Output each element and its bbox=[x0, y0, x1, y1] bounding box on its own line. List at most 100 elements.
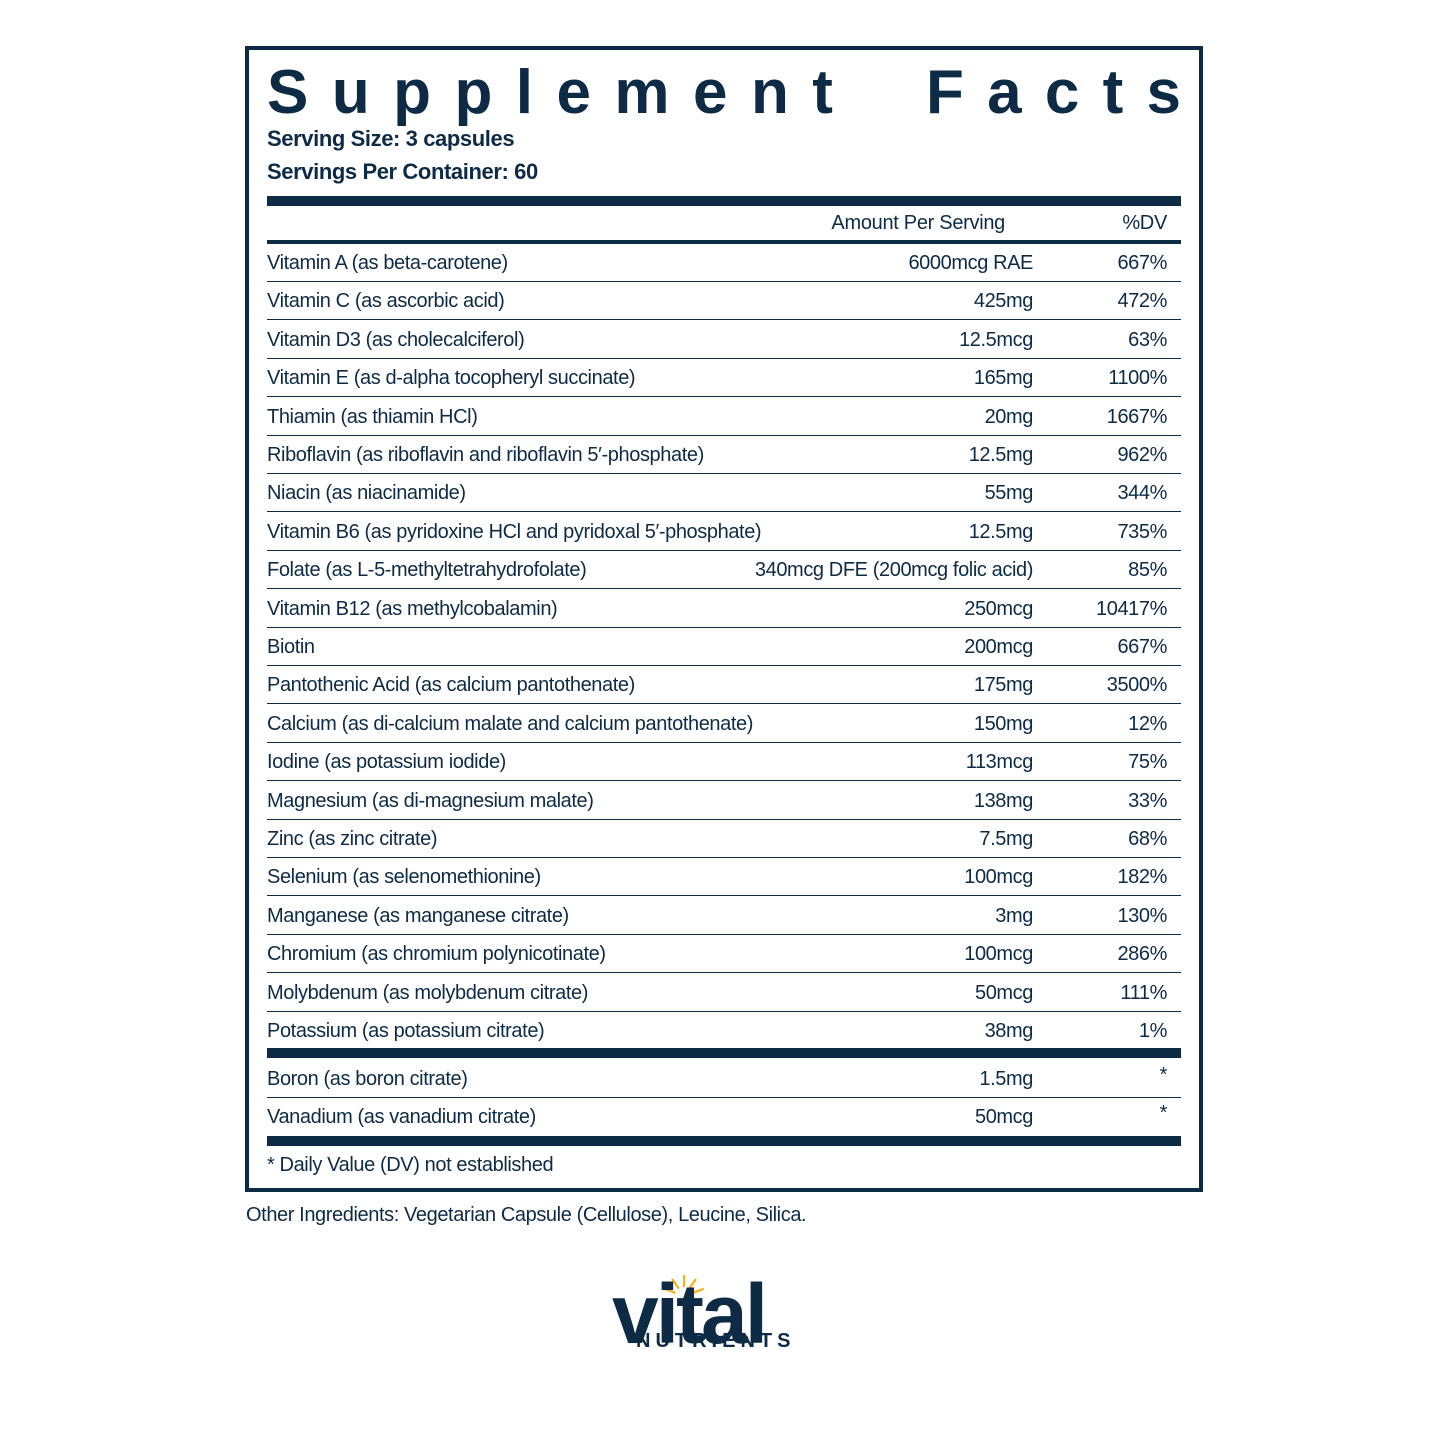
logo-word: vital bbox=[612, 1267, 768, 1361]
sun-ray bbox=[671, 1278, 680, 1289]
nutrient-dv: 12% bbox=[1128, 712, 1167, 735]
nutrient-row: Vitamin A (as beta-carotene) 6000mcg RAE 6… bbox=[267, 244, 1181, 282]
nutrient-dv: 1100% bbox=[1108, 367, 1167, 390]
nutrient-row: Biotin 200mcg 667% bbox=[267, 628, 1181, 666]
nutrient-dv: 472% bbox=[1117, 290, 1167, 313]
nutrient-row: Vanadium (as vanadium citrate) 50mcg * bbox=[267, 1098, 1181, 1136]
nutrient-row: Molybdenum (as molybdenum citrate) 50mcg 1… bbox=[267, 974, 1181, 1012]
nutrient-name: Chromium (as chromium polynicotinate) bbox=[267, 943, 606, 966]
panel-title: SupplementSupplement FactsFacts bbox=[267, 58, 1181, 128]
nutrient-row: Vitamin E (as d-alpha tocopheryl succina… bbox=[267, 359, 1181, 398]
thick-divider-top bbox=[267, 196, 1181, 206]
dv-header: %DV bbox=[1122, 212, 1167, 234]
nutrient-name: Folate (as L-5-methyltetrahydrofolate) bbox=[267, 559, 587, 582]
nutrient-row: Iodine (as potassium iodide) 113mcg 75% bbox=[267, 743, 1181, 782]
nutrient-dv: 667% bbox=[1117, 252, 1167, 274]
nutrient-name: Selenium (as selenomethionine) bbox=[267, 866, 541, 889]
amount-header: Amount Per Serving bbox=[831, 212, 1005, 234]
nutrient-row: Magnesium (as di-magnesium malate) 138mg 3… bbox=[267, 782, 1181, 820]
nutrient-row: Manganese (as manganese citrate) 3mg 130% bbox=[267, 897, 1181, 935]
nutrient-dv: 85% bbox=[1128, 559, 1167, 582]
nutrient-name: Pantothenic Acid (as calcium pantothenat… bbox=[267, 674, 635, 697]
nutrient-row: Pantothenic Acid (as calcium pantothenat… bbox=[267, 666, 1181, 705]
nutrient-amount: 7.5mg bbox=[979, 828, 1033, 850]
nutrient-amount: 250mcg bbox=[964, 597, 1033, 620]
logo-mark: vital bbox=[612, 1272, 832, 1356]
nutrient-amount: 50mcg bbox=[974, 981, 1033, 1004]
other-ingredients: Other Ingredients: Vegetarian Capsule (C… bbox=[246, 1204, 807, 1226]
title-word-facts: FactsFacts bbox=[926, 58, 1181, 127]
nutrient-dv: 1667% bbox=[1106, 405, 1168, 428]
nutrient-amount: 12.5mcg bbox=[959, 328, 1033, 351]
nutrient-name: Boron (as boron citrate) bbox=[267, 1068, 468, 1090]
nutrient-amount: 113mcg bbox=[965, 751, 1034, 774]
nutrient-amount: 165mg bbox=[973, 367, 1034, 390]
nutrient-amount: 50mcg bbox=[974, 1106, 1033, 1129]
nutrient-row: Vitamin C (as ascorbic acid) 425mg 472% bbox=[267, 282, 1181, 321]
nutrient-name: Niacin (as niacinamide) bbox=[267, 482, 466, 505]
nutrient-row: Potassium (as potassium citrate) 38mg 1% bbox=[267, 1012, 1181, 1050]
nutrient-dv: 63% bbox=[1128, 328, 1167, 351]
nutrient-dv: 10417% bbox=[1096, 597, 1167, 620]
nutrient-name: Iodine (as potassium iodide) bbox=[267, 751, 506, 774]
nutrient-name: Vitamin D3 (as cholecalciferol) bbox=[267, 328, 525, 351]
nutrient-row: Selenium (as selenomethionine) 100mcg 182% bbox=[267, 858, 1181, 897]
nutrient-dv: * bbox=[1159, 1102, 1168, 1125]
nutrient-amount: 12.5mg bbox=[968, 520, 1034, 543]
nutrient-dv: 130% bbox=[1117, 904, 1167, 927]
thick-divider-bottom bbox=[267, 1136, 1181, 1146]
nutrient-row: Niacin (as niacinamide) 55mg 344% bbox=[267, 474, 1181, 513]
nutrient-amount: 3mg bbox=[995, 904, 1033, 927]
nutrient-name: Thiamin (as thiamin HCl) bbox=[267, 405, 478, 428]
nutrient-amount: 138mg bbox=[973, 789, 1034, 812]
column-header-row: Amount Per Serving %DV bbox=[267, 208, 1181, 238]
nutrient-name: Magnesium (as di-magnesium malate) bbox=[267, 789, 594, 812]
nutrient-amount: 340mcg DFE (200mcg folic acid) bbox=[754, 559, 1034, 582]
sun-ray bbox=[688, 1278, 697, 1289]
panel-content: SupplementSupplement FactsFacts Serving … bbox=[267, 50, 1181, 1188]
nutrient-amount: 6000mcg RAE bbox=[908, 252, 1033, 274]
nutrient-amount: 200mcg bbox=[964, 636, 1033, 658]
nutrient-row: Thiamin (as thiamin HCl) 20mg 1667% bbox=[267, 398, 1181, 436]
nutrient-name: Biotin bbox=[267, 636, 315, 658]
nutrient-name: Potassium (as potassium citrate) bbox=[267, 1020, 545, 1042]
nutrient-dv: 33% bbox=[1128, 789, 1167, 812]
dv-footnote: * Daily Value (DV) not established bbox=[267, 1154, 554, 1176]
header-divider bbox=[267, 240, 1181, 244]
nutrient-amount: 175mg bbox=[973, 674, 1034, 697]
nutrient-dv: 735% bbox=[1117, 520, 1167, 543]
nutrient-dv: 286% bbox=[1117, 943, 1167, 966]
nutrient-row: Chromium (as chromium polynicotinate) 100… bbox=[267, 935, 1181, 974]
nutrient-row: Calcium (as di-calcium malate and calciu… bbox=[267, 705, 1181, 743]
nutrient-name: Molybdenum (as molybdenum citrate) bbox=[267, 981, 588, 1004]
logo-subword: NUTRIENTS bbox=[636, 1330, 796, 1352]
nutrient-row: Riboflavin (as riboflavin and riboflavin… bbox=[267, 436, 1181, 474]
title-word-supplement: SupplementSupplement bbox=[267, 58, 833, 127]
nutrient-amount: 12.5mg bbox=[968, 444, 1034, 466]
nutrient-dv: 182% bbox=[1117, 866, 1167, 889]
nutrient-amount: 38mg bbox=[984, 1020, 1034, 1042]
nutrient-amount: 100mcg bbox=[964, 943, 1033, 966]
supplement-facts-panel: SupplementSupplement FactsFacts Serving … bbox=[245, 46, 1203, 1192]
sun-ray bbox=[664, 1288, 676, 1294]
nutrient-name: Zinc (as zinc citrate) bbox=[267, 828, 438, 850]
nutrient-name: Vitamin B6 (as pyridoxine HCl and pyrido… bbox=[267, 520, 762, 543]
nutrient-name: Vitamin B12 (as methylcobalamin) bbox=[267, 597, 558, 620]
nutrient-amount: 1.5mg bbox=[979, 1068, 1033, 1090]
nutrient-dv: * bbox=[1159, 1064, 1168, 1086]
nutrient-amount: 425mg bbox=[973, 290, 1034, 313]
sun-icon bbox=[664, 1274, 704, 1294]
servings-per-container: Servings Per Container: 60 bbox=[267, 159, 538, 184]
nutrient-name: Vitamin A (as beta-carotene) bbox=[267, 252, 508, 274]
nutrient-amount: 20mg bbox=[984, 405, 1034, 428]
nutrient-name: Vitamin C (as ascorbic acid) bbox=[267, 290, 505, 313]
nutrient-amount: 150mg bbox=[973, 712, 1034, 735]
nutrient-row: Folate (as L-5-methyltetrahydrofolate) 34… bbox=[267, 551, 1181, 590]
nutrient-name: Riboflavin (as riboflavin and riboflavin… bbox=[267, 444, 704, 466]
nutrient-name: Vitamin E (as d-alpha tocopheryl succina… bbox=[267, 367, 636, 390]
thick-divider-middle bbox=[267, 1048, 1181, 1058]
nutrient-dv: 1% bbox=[1138, 1020, 1168, 1042]
nutrient-name: Manganese (as manganese citrate) bbox=[267, 904, 569, 927]
nutrient-name: Vanadium (as vanadium citrate) bbox=[267, 1106, 536, 1129]
nutrient-name: Calcium (as di-calcium malate and calciu… bbox=[267, 712, 754, 735]
